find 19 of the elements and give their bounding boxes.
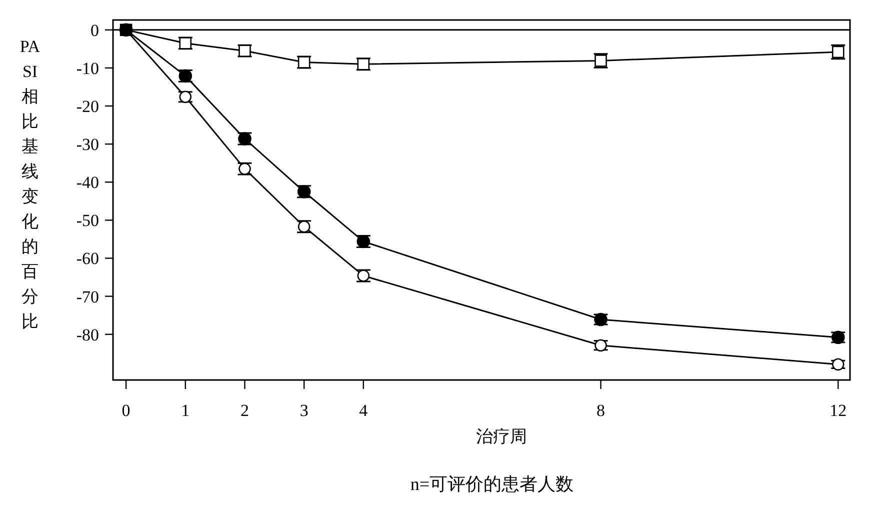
- y-tick-label: -40: [76, 173, 99, 192]
- y-tick-label: 0: [90, 20, 99, 40]
- x-tick-label: 2: [240, 401, 249, 420]
- y-tick-label: -70: [76, 287, 99, 306]
- y-tick-label: -60: [76, 249, 99, 268]
- y-tick-label: -30: [76, 135, 99, 154]
- ylabel: PASI相比基线变化的百分比: [20, 37, 40, 331]
- x-axis-title: 治疗周: [476, 427, 527, 446]
- x-tick-label: 12: [830, 401, 847, 420]
- y-tick-label: -10: [76, 58, 99, 78]
- y-tick-label: -80: [76, 325, 99, 344]
- x-tick-label: 0: [122, 401, 130, 420]
- y-tick-label: -20: [76, 97, 99, 116]
- x-tick-label: 4: [359, 401, 368, 420]
- y-tick-label: -50: [76, 211, 99, 230]
- text: n=可评价的患者人数: [410, 474, 574, 494]
- x-tick-label: 1: [181, 401, 190, 420]
- x-tick-label: 3: [300, 401, 308, 420]
- x-tick-label: 8: [596, 401, 606, 420]
